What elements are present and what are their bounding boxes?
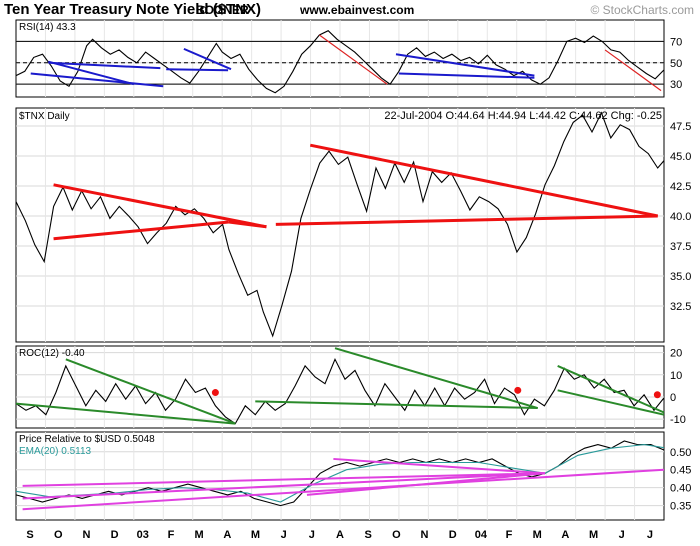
analyst-website[interactable]: www.ebainvest.com [300, 3, 415, 17]
signal-marker [514, 386, 522, 394]
trendline-roc [65, 358, 236, 425]
tick-label-price: 45.0 [670, 151, 691, 163]
tick-label-rsi: 50 [670, 58, 682, 70]
stockcharts-credit: © StockCharts.com [590, 3, 694, 17]
x-axis-label: M [533, 529, 542, 541]
trendline-rsi [166, 68, 229, 72]
trendline-relative [22, 468, 665, 511]
tick-label-roc: -10 [670, 414, 686, 426]
panel-label-price: $TNX Daily [19, 111, 70, 122]
x-axis-label: O [392, 529, 401, 541]
chart-title: Ten Year Treasury Note Yield ($TNX) [4, 1, 262, 18]
analyst-name: BOGNER [196, 3, 249, 17]
x-axis-label: N [82, 529, 90, 541]
x-axis-label: S [26, 529, 33, 541]
x-axis-label: D [111, 529, 119, 541]
trendline-rsi [48, 60, 135, 86]
x-axis-label: 04 [475, 529, 488, 541]
trendline-roc [334, 347, 539, 410]
trendline-relative [333, 457, 546, 475]
tick-label-relative: 0.50 [670, 447, 691, 459]
tick-label-roc: 20 [670, 348, 682, 360]
trendline-rsi [48, 61, 161, 70]
x-axis-label: S [365, 529, 372, 541]
trendline-rsi [183, 47, 232, 71]
x-axis-label: F [506, 529, 513, 541]
series-line-relative-1 [15, 444, 665, 503]
trendline-price [309, 143, 659, 218]
quote-line: 22-Jul-2004 O:44.64 H:44.94 L:44.42 C:44… [384, 110, 662, 122]
tick-label-relative: 0.35 [670, 501, 691, 513]
x-axis-label: D [449, 529, 457, 541]
x-axis-label: O [54, 529, 63, 541]
trendline-price [53, 183, 267, 229]
trendline-rsi [30, 72, 164, 88]
tick-label-price: 42.5 [670, 181, 691, 193]
trendline-red-rsi [604, 49, 662, 92]
tick-label-price: 35.0 [670, 271, 691, 283]
tick-label-roc: 10 [670, 370, 682, 382]
series-line-price-0 [15, 111, 665, 338]
panel-label-roc: ROC(12) -0.40 [19, 348, 85, 359]
x-axis-label: J [281, 529, 287, 541]
trendline-rsi [398, 72, 535, 79]
tick-label-price: 40.0 [670, 211, 691, 223]
ema-label: EMA(20) 0.5113 [19, 446, 92, 457]
trendline-roc [557, 389, 665, 416]
tick-label-price: 47.5 [670, 121, 691, 133]
trendline-rsi [395, 53, 535, 77]
trendline-price [228, 220, 267, 229]
x-axis-label: 03 [137, 529, 149, 541]
signal-marker [211, 389, 219, 397]
x-axis-label: M [589, 529, 598, 541]
tick-label-price: 37.5 [670, 241, 691, 253]
trendline-price [53, 220, 230, 241]
panel-label-rsi: RSI(14) 43.3 [19, 22, 76, 33]
tick-label-relative: 0.40 [670, 483, 691, 495]
tick-label-relative: 0.45 [670, 465, 691, 477]
x-axis-label: M [195, 529, 204, 541]
trendline-relative [22, 472, 546, 487]
x-axis-label: J [619, 529, 625, 541]
tick-label-roc: 0 [670, 392, 676, 404]
tick-label-rsi: 30 [670, 79, 682, 91]
trendline-roc [15, 402, 236, 425]
trendline-relative [306, 472, 546, 496]
x-axis-label: A [561, 529, 569, 541]
x-axis-label: J [647, 529, 653, 541]
series-line-rsi-0 [15, 30, 665, 94]
tick-label-rsi: 70 [670, 36, 682, 48]
trendline-relative [22, 472, 546, 500]
trendline-roc [557, 365, 665, 414]
tick-label-price: 32.5 [670, 301, 691, 313]
x-axis-label: A [223, 529, 231, 541]
trendline-red-rsi [319, 34, 388, 85]
trendline-price [275, 214, 658, 226]
panel-label-relative: Price Relative to $USD 0.5048 [19, 434, 155, 445]
series-line-roc-0 [15, 357, 665, 425]
x-axis-label: J [309, 529, 315, 541]
x-axis-label: M [251, 529, 260, 541]
x-axis-label: F [168, 529, 175, 541]
x-axis-label: N [421, 529, 429, 541]
x-axis-label: A [336, 529, 344, 541]
trendline-roc [255, 400, 538, 410]
signal-marker [653, 391, 661, 399]
